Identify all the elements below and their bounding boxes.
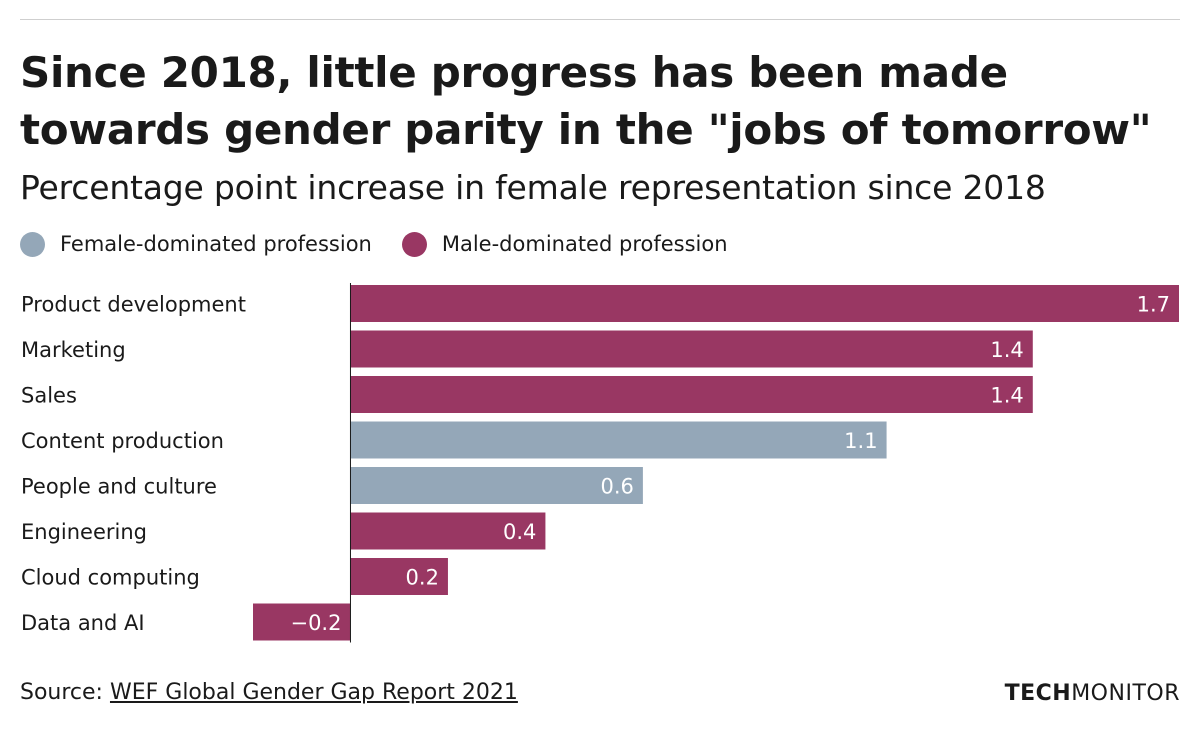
top-divider <box>20 19 1180 20</box>
chart-title: Since 2018, little progress has been mad… <box>20 48 1152 154</box>
category-label: Marketing <box>21 338 126 362</box>
source-prefix: Source: <box>20 680 110 705</box>
category-label: Cloud computing <box>21 566 200 590</box>
legend-label-male: Male-dominated profession <box>441 232 728 256</box>
bar <box>253 603 351 641</box>
category-label: People and culture <box>21 475 217 499</box>
value-label: 1.4 <box>990 384 1023 408</box>
legend-item-male: Male-dominated profession <box>401 231 728 257</box>
value-label: 1.7 <box>1137 293 1170 317</box>
legend: Female-dominated profession Male-dominat… <box>20 228 758 260</box>
category-label: Sales <box>21 384 77 408</box>
bar <box>350 285 1179 322</box>
source-line: Source: WEF Global Gender Gap Report 202… <box>20 680 518 705</box>
value-label: −0.2 <box>290 611 341 635</box>
value-label: 0.4 <box>503 520 536 544</box>
chart-subtitle: Percentage point increase in female repr… <box>20 168 1046 207</box>
category-label: Content production <box>21 429 224 453</box>
legend-swatch-female <box>20 231 45 257</box>
legend-label-female: Female-dominated profession <box>60 232 372 256</box>
source-link[interactable]: WEF Global Gender Gap Report 2021 <box>109 680 518 705</box>
value-label: 0.6 <box>600 475 633 499</box>
legend-item-female: Female-dominated profession <box>20 231 372 257</box>
bar <box>350 512 546 550</box>
value-label: 1.4 <box>990 338 1023 362</box>
category-label: Product development <box>21 293 246 317</box>
bar <box>350 376 1033 413</box>
legend-swatch-male <box>401 231 427 257</box>
value-label: 0.2 <box>406 566 439 590</box>
brand-tech: TECH <box>1004 681 1072 706</box>
bar <box>350 330 1033 368</box>
category-label: Engineering <box>21 520 147 544</box>
bar <box>350 421 887 459</box>
bar <box>350 558 448 595</box>
category-label: Data and AI <box>21 611 145 635</box>
brand-logo: TECHMONITOR <box>1005 681 1180 706</box>
value-label: 1.1 <box>844 429 877 453</box>
brand-monitor: MONITOR <box>1071 681 1180 706</box>
bar <box>350 467 643 504</box>
